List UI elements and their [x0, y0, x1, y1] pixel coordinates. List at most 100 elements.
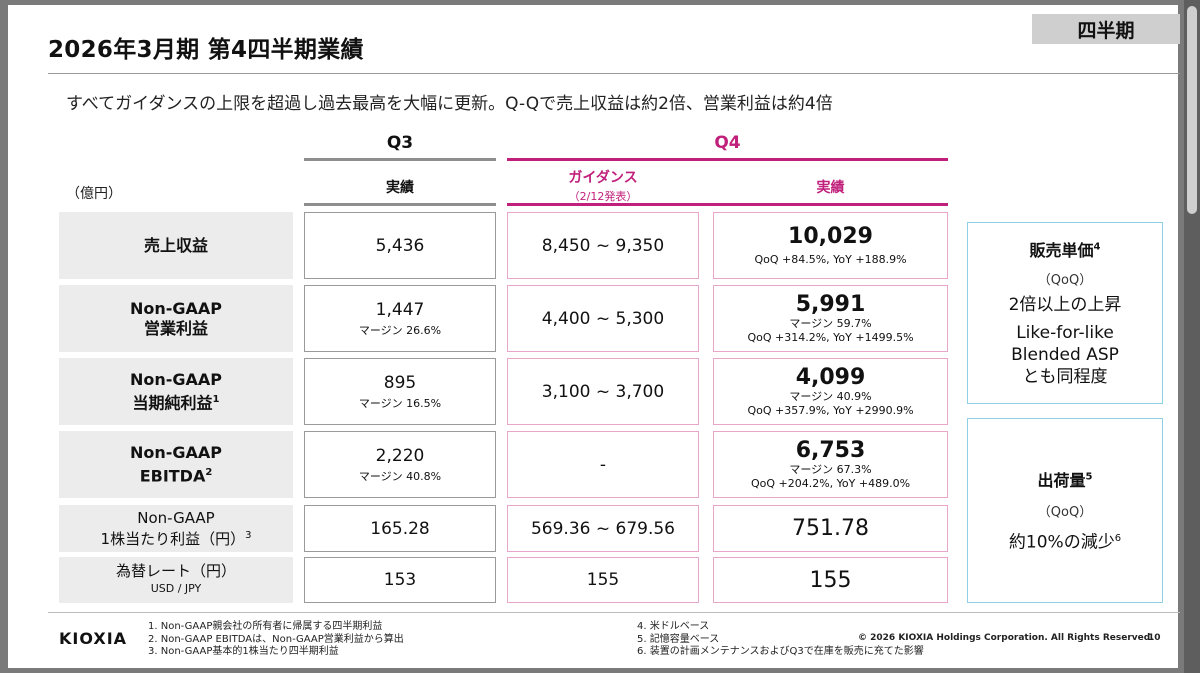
guidance-label: ガイダンス [568, 170, 638, 186]
growth-text: QoQ +84.5%, YoY +188.9% [754, 252, 907, 266]
shipment-qoq: （QoQ） [1037, 505, 1093, 521]
page-title: 2026年3月期 第4四半期業績 [48, 37, 364, 63]
page-number: 10 [1148, 633, 1161, 643]
guidance-note: （2/12発表） [568, 190, 638, 203]
value: 569.36 ~ 679.56 [530, 518, 676, 539]
row-label-ebitda: Non-GAAP EBITDA2 [59, 431, 293, 498]
footer-divider [48, 612, 1180, 613]
cell-actual-eps: 751.78 [713, 505, 948, 552]
cell-guidance-revenue: 8,450 ~ 9,350 [507, 212, 699, 279]
value: 6,753 [795, 437, 866, 463]
cell-guidance-operating-income: 4,400 ~ 5,300 [507, 285, 699, 352]
title-divider [48, 73, 1180, 74]
footnote: 2. Non-GAAP EBITDAは、Non-GAAP営業利益から算出 [148, 633, 404, 645]
row-label-text: 当期純利益 [132, 393, 213, 413]
margin-text: マージン 26.6% [358, 323, 442, 337]
cell-q3-fx: 153 [304, 557, 496, 603]
cell-q3-eps: 165.28 [304, 505, 496, 552]
row-label-text: 為替レート（円） [115, 562, 236, 580]
cell-actual-fx: 155 [713, 557, 948, 603]
growth-text: QoQ +204.2%, YoY +489.0% [750, 476, 911, 490]
header-q3: Q3 [386, 133, 414, 153]
row-label-text: 売上収益 [143, 235, 208, 255]
row-label-text: EBITDA [139, 466, 206, 486]
row-label-net-income: Non-GAAP 当期純利益1 [59, 358, 293, 425]
growth-text: QoQ +357.9%, YoY +2990.9% [747, 403, 914, 417]
asp-box: 販売単価4 （QoQ） 2倍以上の上昇 Like-for-like Blende… [967, 222, 1163, 404]
row-label-operating-income: Non-GAAP 営業利益 [59, 285, 293, 352]
row-label-eps: Non-GAAP 1株当たり利益（円）3 [59, 505, 293, 552]
subheader-q3-actual: 実績 [386, 180, 414, 196]
header-q4: Q4 [714, 133, 741, 153]
page-subtitle: すべてガイダンスの上限を超過し過去最高を大幅に更新。Q-Qで売上収益は約2倍、営… [66, 94, 833, 114]
margin-text: マージン 40.8% [358, 469, 442, 483]
growth-text: QoQ +314.2%, YoY +1499.5% [747, 330, 914, 344]
asp-title: 販売単価4 [1029, 241, 1101, 260]
cell-q3-net-income: 895 マージン 16.5% [304, 358, 496, 425]
value: 5,436 [375, 235, 425, 256]
cell-guidance-fx: 155 [507, 557, 699, 603]
scrollbar-thumb[interactable] [1187, 6, 1197, 214]
header-q3-line [304, 158, 496, 161]
row-label-text: Non-GAAP [129, 442, 223, 462]
value: 8,450 ~ 9,350 [541, 235, 665, 256]
header-q4-line [507, 158, 948, 161]
footnotes-right: 4. 米ドルベース 5. 記憶容量ベース 6. 装置の計画メンテナンスおよびQ3… [637, 621, 924, 659]
value: - [599, 454, 607, 475]
margin-text: マージン 59.7% [789, 316, 872, 330]
cell-q3-operating-income: 1,447 マージン 26.6% [304, 285, 496, 352]
cell-actual-revenue: 10,029 QoQ +84.5%, YoY +188.9% [713, 212, 948, 279]
cell-guidance-ebitda: - [507, 431, 699, 498]
value: 153 [383, 570, 417, 590]
margin-text: マージン 40.9% [789, 389, 872, 403]
value: 2,220 [375, 445, 425, 466]
row-label-subtext: USD / JPY [150, 582, 202, 595]
cell-actual-ebitda: 6,753 マージン 67.3% QoQ +204.2%, YoY +489.0… [713, 431, 948, 498]
cell-guidance-net-income: 3,100 ~ 3,700 [507, 358, 699, 425]
footnote-ref: 2 [205, 466, 213, 478]
asp-line1: 2倍以上の上昇 [1008, 295, 1122, 315]
cell-q3-revenue: 5,436 [304, 212, 496, 279]
shipment-title: 出荷量5 [1037, 471, 1093, 491]
value: 165.28 [370, 518, 430, 539]
value: 10,029 [788, 223, 873, 249]
section-tag: 四半期 [1032, 14, 1180, 44]
footnote: 5. 記憶容量ベース [637, 633, 720, 645]
row-label-text: 1株当たり利益（円） [100, 530, 246, 548]
margin-text: マージン 67.3% [789, 462, 872, 476]
company-logo: KIOXIA [59, 629, 128, 648]
footnotes-left: 1. Non-GAAP親会社の所有者に帰属する四半期利益 2. Non-GAAP… [148, 621, 404, 659]
footnote: 6. 装置の計画メンテナンスおよびQ3で在庫を販売に充てた影響 [637, 646, 924, 657]
cell-guidance-eps: 569.36 ~ 679.56 [507, 505, 699, 552]
unit-label: （億円） [66, 186, 122, 202]
subheader-guidance: ガイダンス （2/12発表） [507, 167, 699, 204]
cell-q3-ebitda: 2,220 マージン 40.8% [304, 431, 496, 498]
copyright: © 2026 KIOXIA Holdings Corporation. All … [858, 633, 1154, 643]
subheader-q3-line [304, 203, 496, 206]
cell-actual-operating-income: 5,991 マージン 59.7% QoQ +314.2%, YoY +1499.… [713, 285, 948, 352]
row-label-fx: 為替レート（円） USD / JPY [59, 557, 293, 603]
footnote-ref: 1 [212, 393, 220, 405]
cell-actual-net-income: 4,099 マージン 40.9% QoQ +357.9%, YoY +2990.… [713, 358, 948, 425]
subheader-q4-actual: 実績 [816, 180, 845, 196]
row-label-text: 営業利益 [143, 318, 208, 338]
value: 5,991 [795, 291, 866, 317]
row-label-revenue: 売上収益 [59, 212, 293, 279]
shipment-box: 出荷量5 （QoQ） 約10%の減少6 [967, 418, 1163, 603]
value: 4,099 [795, 364, 866, 390]
row-label-text: Non-GAAP [129, 298, 223, 318]
subheader-q4-line [507, 203, 948, 206]
asp-qoq: （QoQ） [1037, 273, 1093, 288]
value: 4,400 ~ 5,300 [541, 308, 665, 329]
asp-line4: とも同程度 [1022, 367, 1108, 387]
value: 155 [809, 567, 852, 593]
shipment-line1: 約10%の減少6 [1008, 532, 1122, 553]
value: 751.78 [792, 516, 869, 541]
value: 155 [586, 570, 620, 590]
footnote: 1. Non-GAAP親会社の所有者に帰属する四半期利益 [148, 621, 383, 632]
footnote: 4. 米ドルベース [637, 621, 710, 632]
row-label-text: Non-GAAP [129, 369, 223, 389]
asp-line2: Like-for-like [1016, 323, 1114, 343]
value: 895 [383, 372, 417, 393]
footnote-ref: 3 [245, 530, 252, 541]
